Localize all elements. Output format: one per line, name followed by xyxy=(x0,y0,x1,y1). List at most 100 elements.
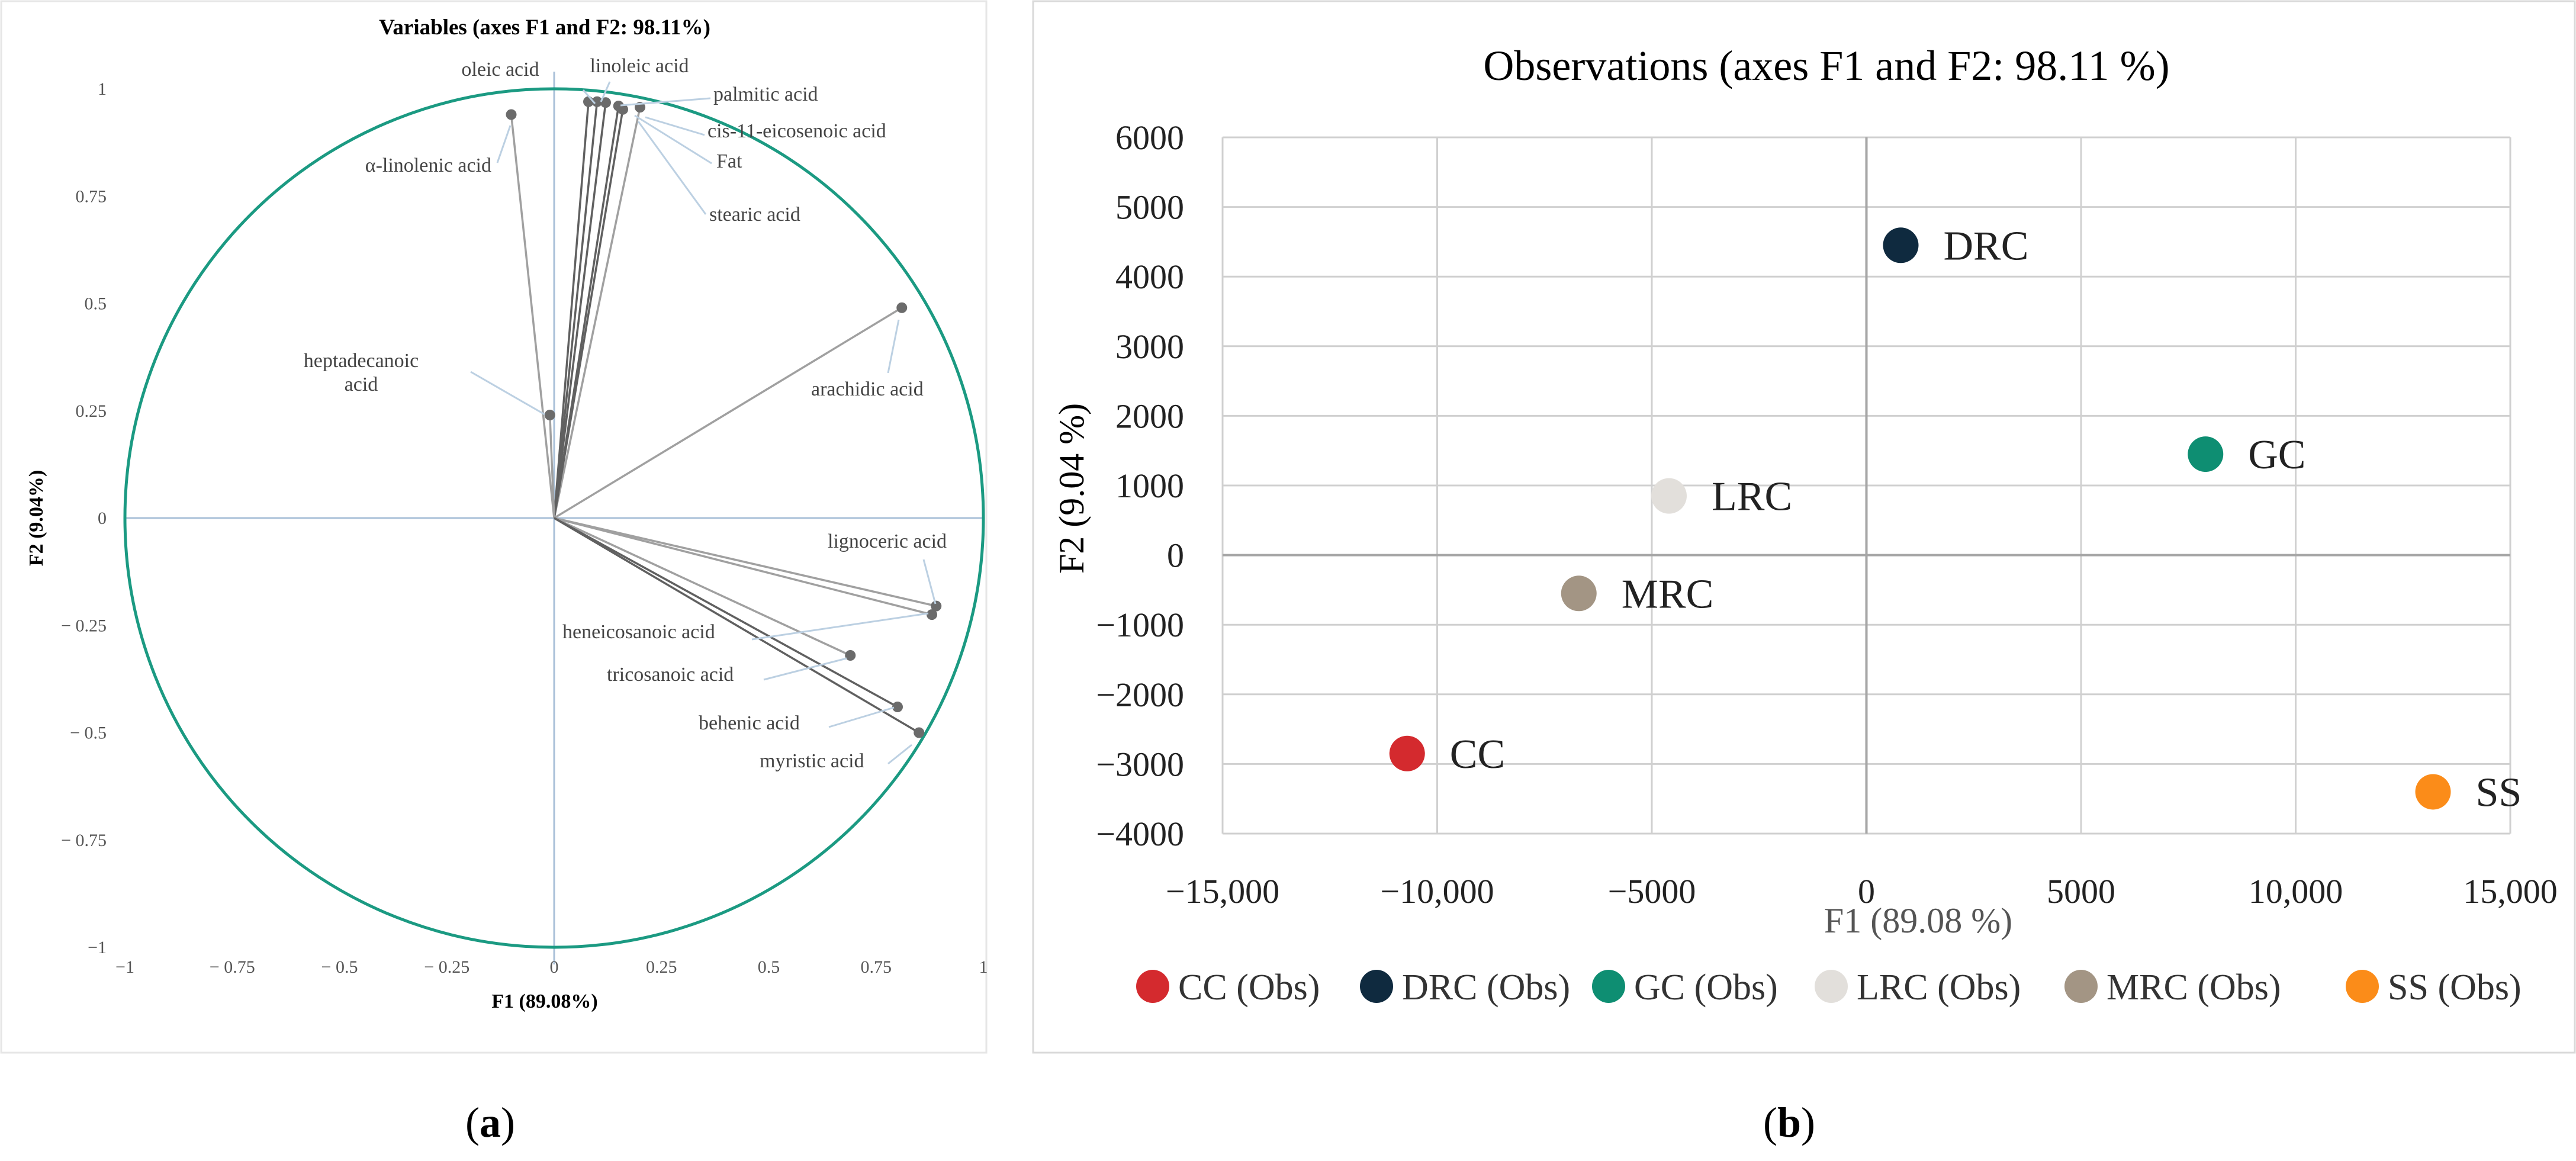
caption-b: (b) xyxy=(1763,1099,1815,1146)
x-tick-label: 0.75 xyxy=(861,957,892,977)
legend-label-lrc: LRC (Obs) xyxy=(1857,967,2021,1008)
x-tick-label: − 0.5 xyxy=(321,957,358,977)
point-ss xyxy=(2415,774,2451,810)
point-gc xyxy=(2188,436,2224,472)
legend-marker-lrc xyxy=(1815,970,1848,1003)
label-linoleic-acid: linoleic acid xyxy=(590,55,689,77)
panel-a: Variables (axes F1 and F2: 98.11%) −1 − 0… xyxy=(0,0,988,1054)
ray-linoleic-acid xyxy=(553,101,599,519)
legend-marker-cc xyxy=(1136,970,1169,1003)
correlation-circle xyxy=(123,87,985,949)
ray-linolenic-acid xyxy=(510,114,555,519)
panel-b: Observations (axes F1 and F2: 98.11 %) −… xyxy=(1032,0,2576,1054)
y-tick-label: 1000 xyxy=(1115,467,1184,505)
point-palmitic-acid xyxy=(600,97,611,108)
panel-b-axes xyxy=(1223,137,2510,834)
x-tick-label: − 0.75 xyxy=(210,957,255,977)
label-linolenic-acid: α-linolenic acid xyxy=(365,155,491,176)
ray-heptadecanoic-acid xyxy=(549,414,555,519)
y-tick-label: 0 xyxy=(1167,536,1184,575)
leader-fat xyxy=(634,114,712,165)
variable-label-leaders xyxy=(470,81,937,765)
point-label-cc: CC xyxy=(1450,732,1505,777)
y-tick-label: 4000 xyxy=(1115,258,1184,296)
point-drc xyxy=(1883,227,1919,263)
label-palmitic-acid: palmitic acid xyxy=(713,83,818,105)
label-myristic-acid: myristic acid xyxy=(760,750,864,772)
point-label-drc: DRC xyxy=(1944,223,2029,269)
y-tick-label: −4000 xyxy=(1096,815,1184,853)
point-tricosanoic-acid xyxy=(845,650,856,661)
leader-linoleic-acid xyxy=(600,81,611,102)
label-lignoceric-acid: lignoceric acid xyxy=(828,530,947,552)
x-tick-label: − 0.25 xyxy=(424,957,469,977)
leader-cis-11-eicosenoic-acid xyxy=(645,116,705,136)
x-tick-label: −1 xyxy=(115,957,134,977)
y-tick-label: 1 xyxy=(98,79,107,99)
panel-b-frame xyxy=(1032,0,2576,1054)
legend-marker-ss xyxy=(2346,970,2379,1003)
legend-label-drc: DRC (Obs) xyxy=(1402,967,1570,1008)
ray-heneicosanoic-acid xyxy=(554,517,932,616)
point-heptadecanoic-acid xyxy=(544,410,555,420)
y-tick-label: 5000 xyxy=(1115,188,1184,227)
x-tick-label: 0.25 xyxy=(646,957,677,977)
panel-a-title: Variables (axes F1 and F2: 98.11%) xyxy=(379,15,710,40)
x-tick-label: −15,000 xyxy=(1166,872,1279,911)
legend-marker-drc xyxy=(1360,970,1393,1003)
x-tick-label: 0 xyxy=(550,957,559,977)
leader-tricosanoic-acid xyxy=(763,657,847,681)
y-tick-label: 0.75 xyxy=(76,186,107,206)
x-tick-label: 15,000 xyxy=(2463,872,2558,911)
y-tick-label: 0.5 xyxy=(85,294,107,314)
leader-palmitic-acid xyxy=(620,97,711,107)
caption-a-letter: a xyxy=(480,1099,501,1146)
y-tick-label: 6000 xyxy=(1115,118,1184,157)
panel-a-y-axis-label: F2 (9.04%) xyxy=(25,470,47,566)
x-tick-label: −10,000 xyxy=(1380,872,1494,911)
label-tricosanoic-acid: tricosanoic acid xyxy=(607,664,734,686)
ray-arachidic-acid xyxy=(554,307,903,519)
leader-behenic-acid xyxy=(828,706,895,728)
y-tick-label: −2000 xyxy=(1096,676,1184,714)
label-heptadecanoic-acid: heptadecanoic acid xyxy=(304,350,419,395)
label-cis-11-eicosenoic-acid: cis-11-eicosenoic acid xyxy=(707,120,886,142)
point-mrc xyxy=(1561,575,1597,612)
panel-a-frame xyxy=(0,0,988,1054)
x-tick-label: 0.5 xyxy=(758,957,780,977)
x-tick-label: −5000 xyxy=(1608,872,1696,911)
leader-linolenic-acid xyxy=(496,125,512,163)
ray-oleic-acid xyxy=(553,101,590,519)
y-tick-label: −1 xyxy=(88,938,107,957)
variable-labels: oleic acid linoleic acid palmitic acid cis-… xyxy=(304,55,947,772)
legend: CC (Obs) DRC (Obs) GC (Obs) LRC (Obs) MRC (O… xyxy=(1136,967,2522,1008)
ray-palmitic-acid xyxy=(553,102,607,519)
panel-b-title: Observations (axes F1 and F2: 98.11 %) xyxy=(1483,42,2169,89)
x-tick-label: 5000 xyxy=(2047,872,2115,911)
point-stearic-acid xyxy=(618,104,628,115)
label-heneicosanoic-acid: heneicosanoic acid xyxy=(562,621,715,643)
legend-marker-gc xyxy=(1592,970,1625,1003)
label-fat: Fat xyxy=(716,150,742,172)
point-heneicosanoic-acid xyxy=(927,609,937,620)
legend-marker-mrc xyxy=(2064,970,2098,1003)
leader-lignoceric-acid xyxy=(922,559,937,604)
leader-oleic-acid xyxy=(582,89,596,104)
point-label-lrc: LRC xyxy=(1712,474,1792,520)
leader-heptadecanoic-acid xyxy=(470,371,545,416)
leader-stearic-acid xyxy=(637,121,707,215)
ray-behenic-acid xyxy=(554,517,898,708)
y-tick-label: 0.25 xyxy=(76,401,107,421)
legend-label-ss: SS (Obs) xyxy=(2388,967,2522,1008)
point-arachidic-acid xyxy=(896,302,908,313)
label-arachidic-acid: arachidic acid xyxy=(811,378,924,400)
variable-rays xyxy=(510,101,937,734)
label-behenic-acid: behenic acid xyxy=(699,712,800,734)
caption-b-letter: b xyxy=(1777,1099,1801,1146)
legend-label-mrc: MRC (Obs) xyxy=(2107,967,2281,1008)
y-tick-label: − 0.75 xyxy=(61,831,107,850)
y-tick-label: 3000 xyxy=(1115,327,1184,366)
panel-b-y-axis-label: F2 (9.04 %) xyxy=(1052,403,1091,574)
y-tick-label: − 0.25 xyxy=(61,616,107,635)
point-lignoceric-acid xyxy=(931,600,942,612)
